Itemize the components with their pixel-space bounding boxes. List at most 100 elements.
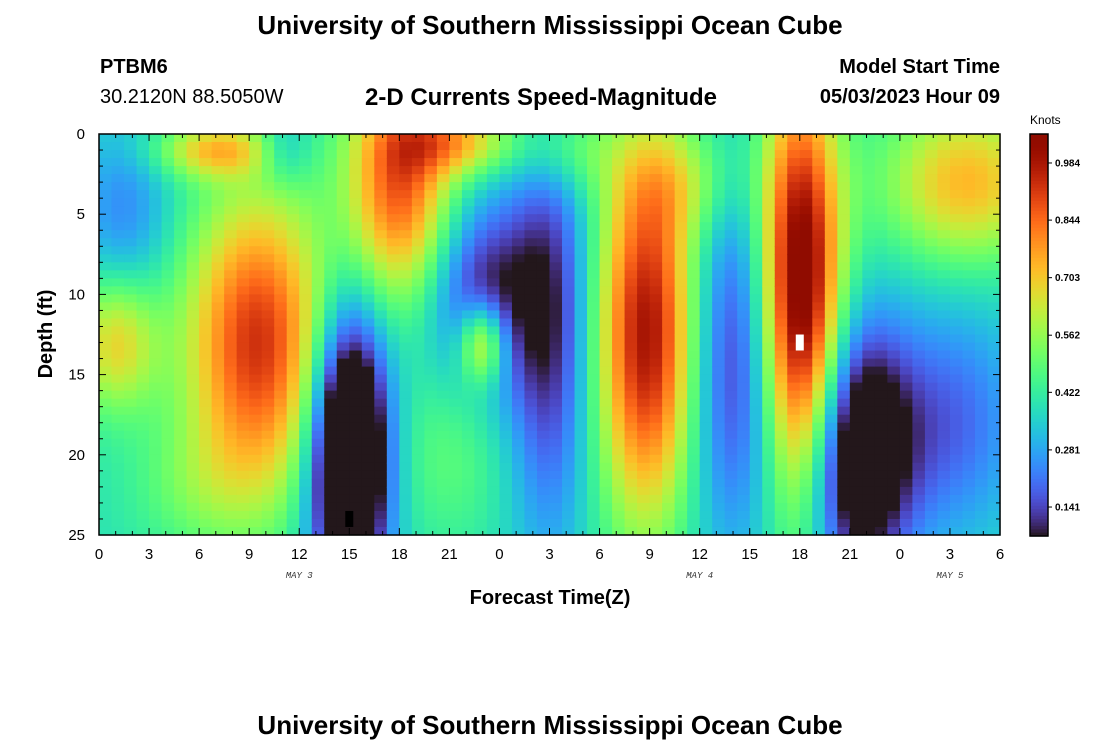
heatmap-cell: [712, 286, 726, 295]
heatmap-cell: [311, 214, 325, 223]
heatmap-cell: [311, 150, 325, 159]
heatmap-cell: [399, 350, 413, 360]
heatmap-cell: [474, 334, 488, 344]
heatmap-cell: [937, 230, 951, 239]
heatmap-cell: [274, 390, 288, 400]
heatmap-cell: [486, 198, 501, 207]
heatmap-cell: [812, 166, 826, 175]
heatmap-cell: [349, 526, 363, 536]
heatmap-cell: [949, 158, 964, 167]
heatmap-cell: [486, 446, 501, 456]
heatmap-cell: [374, 182, 388, 191]
heatmap-cell: [712, 302, 726, 312]
heatmap-cell: [774, 302, 788, 312]
heatmap-cell: [587, 166, 601, 175]
colorbar-swatch: [1030, 522, 1048, 527]
heatmap-cell: [386, 486, 400, 496]
heatmap-cell: [436, 406, 450, 416]
heatmap-cell: [524, 414, 538, 424]
heatmap-cell: [724, 182, 738, 191]
heatmap-cell: [824, 318, 838, 328]
heatmap-cell: [499, 462, 513, 472]
heatmap-cell: [486, 518, 501, 528]
heatmap-cell: [224, 222, 238, 231]
heatmap-cell: [937, 302, 951, 312]
heatmap-cell: [174, 406, 188, 416]
heatmap-cell: [712, 310, 726, 320]
heatmap-cell: [737, 494, 751, 504]
heatmap-cell: [399, 286, 413, 295]
heatmap-cell: [799, 310, 813, 320]
heatmap-cell: [862, 374, 876, 384]
heatmap-cell: [849, 182, 863, 191]
heatmap-cell: [624, 470, 638, 480]
heatmap-cell: [874, 454, 888, 464]
heatmap-cell: [149, 206, 163, 215]
heatmap-cell: [386, 246, 400, 255]
heatmap-cell: [887, 494, 901, 504]
heatmap-cell: [536, 262, 551, 271]
heatmap-cell: [724, 294, 738, 304]
heatmap-cell: [924, 326, 939, 336]
heatmap-cell: [837, 390, 851, 400]
heatmap-cell: [599, 414, 613, 424]
heatmap-cell: [662, 374, 676, 384]
heatmap-cell: [511, 166, 526, 175]
heatmap-cell: [386, 406, 400, 416]
heatmap-cell: [236, 230, 250, 239]
heatmap-cell: [124, 302, 138, 312]
heatmap-cell: [99, 518, 113, 528]
heatmap-cell: [837, 254, 851, 263]
heatmap-cell: [349, 374, 363, 384]
heatmap-cell: [949, 246, 964, 255]
heatmap-cell: [987, 294, 1001, 304]
heatmap-cell: [787, 406, 801, 416]
heatmap-cell: [599, 438, 613, 448]
heatmap-cell: [824, 262, 838, 271]
heatmap-cell: [562, 390, 576, 400]
heatmap-cell: [224, 246, 238, 255]
heatmap-cell: [824, 158, 838, 167]
heatmap-cell: [774, 430, 788, 440]
heatmap-cell: [536, 310, 551, 320]
heatmap-cell: [399, 494, 413, 504]
heatmap-cell: [236, 358, 250, 368]
heatmap-cell: [161, 470, 175, 480]
heatmap-cell: [486, 478, 501, 488]
colorbar-swatch: [1030, 154, 1048, 159]
heatmap-cell: [749, 494, 763, 504]
heatmap-cell: [386, 230, 400, 239]
heatmap-cell: [99, 334, 113, 344]
heatmap-cell: [399, 222, 413, 231]
heatmap-cell: [211, 518, 225, 528]
heatmap-cell: [549, 350, 563, 360]
heatmap-cell: [99, 382, 113, 392]
heatmap-cell: [799, 486, 813, 496]
heatmap-cell: [486, 422, 501, 432]
heatmap-cell: [361, 238, 375, 247]
x-tick-label: 0: [95, 546, 103, 563]
heatmap-cell: [799, 406, 813, 416]
heatmap-cell: [386, 238, 400, 247]
heatmap-cell: [149, 254, 163, 263]
heatmap-cell: [161, 422, 175, 432]
heatmap-cell: [361, 478, 375, 488]
heatmap-cell: [724, 270, 738, 279]
heatmap-cell: [161, 518, 175, 528]
heatmap-cell: [699, 190, 713, 199]
heatmap-cell: [374, 382, 388, 392]
heatmap-cell: [161, 478, 175, 488]
heatmap-cell: [436, 446, 450, 456]
heatmap-cell: [111, 502, 125, 512]
heatmap-cell: [612, 270, 626, 279]
heatmap-cell: [449, 182, 463, 191]
heatmap-cell: [311, 382, 325, 392]
heatmap-cell: [461, 302, 476, 312]
heatmap-cell: [449, 174, 463, 183]
heatmap-cell: [612, 318, 626, 328]
heatmap-cell: [712, 214, 726, 223]
heatmap-cell: [812, 414, 826, 424]
heatmap-cell: [699, 406, 713, 416]
heatmap-cell: [737, 238, 751, 247]
heatmap-cell: [787, 302, 801, 312]
